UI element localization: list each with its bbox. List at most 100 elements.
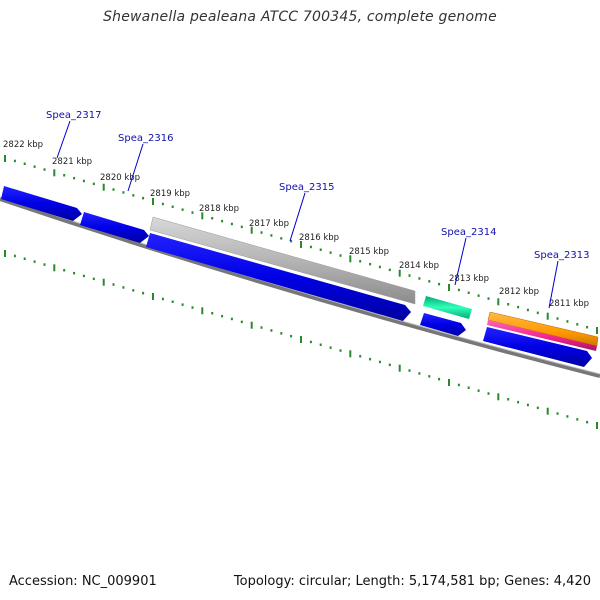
minor-tick <box>181 208 184 211</box>
minor-tick <box>418 277 421 280</box>
minor-tick <box>309 245 312 249</box>
gray-feature[interactable] <box>149 216 416 305</box>
minor-tick <box>290 239 293 243</box>
major-tick <box>250 226 253 234</box>
minor-tick <box>221 219 224 223</box>
minor-tick <box>122 286 125 289</box>
gene-label-spea-2317[interactable]: Spea_2317 <box>46 110 101 121</box>
minor-tick <box>526 403 529 407</box>
major-tick <box>546 312 549 320</box>
minor-tick <box>171 205 174 208</box>
minor-tick <box>586 420 589 424</box>
minor-tick <box>566 320 569 323</box>
minor-tick <box>487 392 490 395</box>
teal-feature[interactable] <box>423 296 472 319</box>
minor-tick <box>428 375 431 378</box>
minor-tick <box>556 412 559 415</box>
minor-tick <box>230 222 233 226</box>
major-tick <box>250 321 253 329</box>
minor-tick <box>586 325 589 329</box>
kbp-scale: 2822 kbp 2821 kbp 2820 kbp 2819 kbp 2818… <box>3 140 589 309</box>
pink-feature[interactable] <box>487 320 597 351</box>
major-tick <box>546 407 549 415</box>
minor-tick <box>161 297 164 301</box>
minor-tick <box>211 217 214 220</box>
minor-tick <box>526 308 529 312</box>
minor-tick <box>13 254 16 258</box>
kbp-label: 2812 kbp <box>499 287 539 297</box>
major-tick <box>201 212 204 220</box>
minor-tick <box>438 377 441 381</box>
kbp-label: 2813 kbp <box>449 274 489 284</box>
minor-tick <box>339 349 342 352</box>
cds-arrow-spea-2313[interactable] <box>483 327 592 367</box>
minor-tick <box>329 346 332 349</box>
minor-tick <box>536 311 539 315</box>
minor-tick <box>270 234 273 237</box>
minor-tick <box>240 320 243 324</box>
minor-tick <box>359 355 362 358</box>
inner-tick-track <box>4 250 598 429</box>
cds-arrow-spea-2314[interactable] <box>420 313 466 336</box>
major-tick <box>201 307 204 315</box>
minor-tick <box>33 260 36 263</box>
minor-tick <box>63 269 66 272</box>
major-tick <box>398 364 401 372</box>
major-tick <box>4 250 6 257</box>
major-tick <box>300 241 302 248</box>
minor-tick <box>517 305 520 309</box>
minor-tick <box>112 283 115 286</box>
gene-label-spea-2316[interactable]: Spea_2316 <box>118 133 173 144</box>
minor-tick <box>408 274 411 277</box>
kbp-label: 2816 kbp <box>299 233 339 243</box>
major-tick <box>102 183 105 191</box>
minor-tick <box>13 159 16 163</box>
minor-tick <box>92 277 95 281</box>
kbp-label: 2820 kbp <box>100 173 140 183</box>
minor-tick <box>576 418 579 421</box>
minor-tick <box>82 274 85 278</box>
major-tick <box>398 269 401 277</box>
minor-tick <box>73 176 76 180</box>
genome-title: Shewanella pealeana ATCC 700345, complet… <box>103 9 497 25</box>
minor-tick <box>33 165 36 168</box>
outer-tick-track <box>4 155 598 334</box>
major-tick <box>448 379 450 386</box>
major-tick <box>448 284 450 291</box>
minor-tick <box>487 297 490 300</box>
kbp-label: 2822 kbp <box>3 140 43 150</box>
gene-label-spea-2313[interactable]: Spea_2313 <box>534 250 589 261</box>
minor-tick <box>280 332 283 335</box>
cds-arrow-spea-2317[interactable] <box>1 186 82 221</box>
minor-tick <box>378 265 381 269</box>
minor-tick <box>73 271 76 275</box>
minor-tick <box>280 237 283 240</box>
gene-label-spea-2315[interactable]: Spea_2315 <box>279 182 334 193</box>
minor-tick <box>566 415 569 418</box>
minor-tick <box>290 334 293 338</box>
cds-arrow-spea-2315[interactable] <box>146 233 411 321</box>
cds-arrow-spea-2316[interactable] <box>80 212 149 243</box>
major-tick <box>4 155 6 162</box>
minor-tick <box>309 340 312 344</box>
minor-tick <box>369 357 372 361</box>
minor-tick <box>191 306 194 309</box>
minor-tick <box>556 317 559 320</box>
minor-tick <box>23 257 26 260</box>
kbp-label: 2817 kbp <box>249 219 289 229</box>
minor-tick <box>171 300 174 303</box>
minor-tick <box>221 314 224 318</box>
minor-tick <box>517 400 520 404</box>
minor-tick <box>82 179 85 183</box>
minor-tick <box>319 248 322 251</box>
minor-tick <box>63 174 66 177</box>
gene-labels: Spea_2317 Spea_2316 Spea_2315 Spea_2314 … <box>46 110 589 261</box>
major-tick <box>53 264 56 272</box>
major-tick <box>596 422 598 429</box>
cds-track <box>1 186 592 367</box>
major-tick <box>596 327 598 334</box>
kbp-label: 2811 kbp <box>549 299 589 309</box>
gene-label-spea-2314[interactable]: Spea_2314 <box>441 227 496 238</box>
minor-tick <box>369 262 372 266</box>
